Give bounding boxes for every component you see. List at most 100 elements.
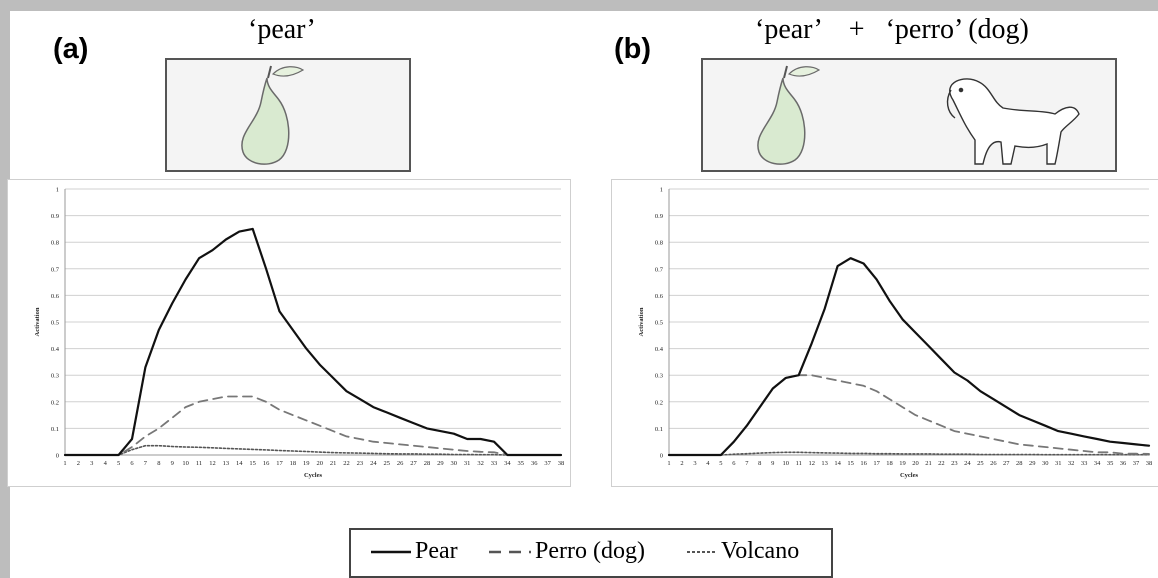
x-tick-label: 15 (847, 460, 854, 467)
y-tick-label: 0 (56, 453, 59, 460)
x-tick-label: 25 (383, 460, 390, 467)
series-line-dotted (64, 444, 562, 456)
pear-icon (241, 65, 305, 165)
chart-a: 00.10.20.30.40.50.60.70.80.911 2 3 4 5 6 7 8 9 10… (34, 187, 564, 480)
x-tick-label: 18 (290, 460, 297, 467)
x-tick-label: 24 (370, 460, 377, 467)
x-tick-label: 4 (104, 460, 108, 467)
x-tick-label: 32 (477, 460, 484, 467)
panel-a-image (165, 58, 411, 172)
x-tick-label: 37 (1133, 460, 1140, 467)
x-tick-label: 25 (977, 460, 984, 467)
x-tick-label: 29 (1029, 460, 1036, 467)
x-tick-label: 19 (899, 460, 906, 467)
x-tick-label: 10 (182, 460, 189, 467)
x-tick-label: 8 (157, 460, 160, 467)
y-tick-label: 1 (56, 187, 59, 194)
y-tick-label: 0.5 (655, 320, 663, 327)
x-tick-label: 10 (783, 460, 790, 467)
y-tick-label: 0.4 (51, 346, 60, 353)
x-tick-label: 33 (491, 460, 498, 467)
legend-swatch-dotted (687, 550, 717, 553)
x-tick-label: 32 (1068, 460, 1075, 467)
y-tick-label: 1 (660, 187, 663, 194)
chart-a-frame: 0 0.1 0.2 0.3 0.4 0.5 0.6 0.7 0.8 0.9 1 1 2 3 4 5 6 7 8 9 10… (7, 179, 571, 487)
x-tick-label: 3 (693, 460, 696, 467)
x-tick-label: 7 (144, 460, 148, 467)
x-tick-label: 17 (276, 460, 283, 467)
x-tick-label: 26 (397, 460, 404, 467)
x-tick-label: 22 (938, 460, 945, 467)
chart-b-frame: 0 0.1 0.2 0.3 0.4 0.5 0.6 0.7 0.8 0.9 1 1 2 3 4 5 6 7 8 9 10… (611, 179, 1158, 487)
pear-and-dog-icon (757, 65, 1080, 165)
y-tick-label: 0.7 (655, 266, 664, 273)
x-tick-label: 34 (1094, 460, 1101, 467)
series-line-dotted (668, 451, 1150, 456)
x-tick-label: 13 (223, 460, 230, 467)
y-tick-label: 0.6 (655, 293, 664, 300)
x-tick-label: 20 (912, 460, 919, 467)
x-axis-title: Cycles (304, 472, 323, 479)
panel-a-label: (a) (53, 33, 89, 65)
x-tick-label: 4 (706, 460, 710, 467)
series-line-solid (667, 257, 1151, 457)
x-tick-label: 9 (771, 460, 774, 467)
legend-swatch-solid (371, 550, 411, 553)
y-tick-label: 0 (660, 453, 663, 460)
x-tick-label: 28 (1016, 460, 1023, 467)
x-tick-label: 17 (873, 460, 880, 467)
y-axis-title: Activation (34, 307, 41, 336)
x-tick-label: 37 (544, 460, 551, 467)
x-tick-label: 5 (719, 460, 722, 467)
legend-item-perro: Perro (dog) (489, 538, 645, 565)
y-tick-label: 0.8 (51, 240, 59, 247)
window-left-border (0, 0, 10, 578)
series-line-dashed (668, 374, 1150, 456)
y-tick-label: 0.2 (51, 399, 59, 406)
y-tick-label: 0.6 (51, 293, 60, 300)
x-tick-label: 22 (343, 460, 350, 467)
x-tick-label: 16 (860, 460, 867, 467)
y-tick-label: 0.2 (655, 399, 663, 406)
x-tick-label: 11 (796, 460, 802, 467)
legend-label-pear: Pear (415, 538, 458, 564)
x-tick-label: 31 (1055, 460, 1062, 467)
x-tick-label: 31 (464, 460, 471, 467)
x-tick-label: 9 (171, 460, 174, 467)
window-top-border (0, 0, 1158, 11)
y-tick-label: 0.1 (655, 426, 663, 433)
x-tick-label: 5 (117, 460, 120, 467)
x-axis-title: Cycles (900, 472, 919, 479)
x-tick-label: 6 (130, 460, 134, 467)
panel-a-caption: ‘pear’ (248, 14, 316, 45)
x-tick-label: 1 (63, 460, 66, 467)
x-tick-label: 14 (236, 460, 243, 467)
series-line-solid (63, 227, 563, 457)
x-tick-label: 2 (77, 460, 80, 467)
x-tick-label: 23 (951, 460, 958, 467)
x-tick-label: 8 (758, 460, 761, 467)
x-tick-label: 36 (531, 460, 538, 467)
x-tick-label: 12 (209, 460, 216, 467)
y-tick-label: 0.1 (51, 426, 59, 433)
x-tick-label: 30 (1042, 460, 1049, 467)
x-tick-label: 27 (1003, 460, 1010, 467)
x-tick-label: 18 (886, 460, 893, 467)
x-tick-label: 14 (834, 460, 841, 467)
x-tick-label: 21 (925, 460, 932, 467)
x-tick-label: 30 (451, 460, 458, 467)
x-tick-label: 11 (196, 460, 202, 467)
x-tick-label: 35 (518, 460, 525, 467)
legend-label-volcano: Volcano (721, 538, 800, 564)
x-tick-label: 36 (1120, 460, 1127, 467)
x-tick-label: 3 (90, 460, 93, 467)
y-tick-label: 0.3 (51, 373, 59, 380)
legend-item-volcano: Volcano (687, 538, 799, 565)
y-tick-label: 0.7 (51, 266, 60, 273)
y-tick-label: 0.5 (51, 320, 59, 327)
x-tick-label: 21 (330, 460, 337, 467)
x-tick-label: 35 (1107, 460, 1114, 467)
panel-b-image (701, 58, 1117, 172)
pear-icon (757, 65, 821, 165)
x-tick-label: 27 (410, 460, 417, 467)
